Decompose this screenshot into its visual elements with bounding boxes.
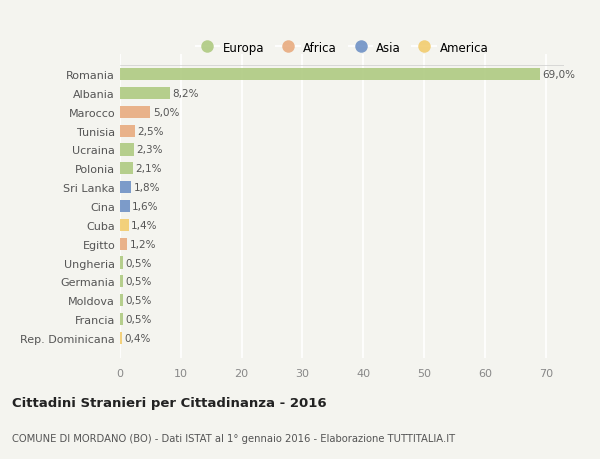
Text: 1,4%: 1,4% <box>131 220 157 230</box>
Bar <box>120 144 134 156</box>
Text: 2,1%: 2,1% <box>135 164 162 174</box>
Text: 5,0%: 5,0% <box>153 107 179 118</box>
Bar <box>120 332 122 344</box>
Text: 8,2%: 8,2% <box>172 89 199 99</box>
Legend: Europa, Africa, Asia, America: Europa, Africa, Asia, America <box>191 37 493 59</box>
Bar <box>120 163 133 175</box>
Text: 1,8%: 1,8% <box>133 183 160 193</box>
Text: 2,3%: 2,3% <box>136 145 163 155</box>
Bar <box>120 276 123 288</box>
Bar <box>120 313 123 325</box>
Text: 0,5%: 0,5% <box>125 277 152 287</box>
Text: Cittadini Stranieri per Cittadinanza - 2016: Cittadini Stranieri per Cittadinanza - 2… <box>12 396 326 409</box>
Bar <box>120 106 151 119</box>
Text: 0,5%: 0,5% <box>125 258 152 268</box>
Bar <box>120 125 135 137</box>
Text: 1,6%: 1,6% <box>132 202 158 212</box>
Text: 0,5%: 0,5% <box>125 296 152 306</box>
Text: 0,5%: 0,5% <box>125 314 152 325</box>
Bar <box>120 201 130 213</box>
Text: 2,5%: 2,5% <box>137 126 164 136</box>
Text: 1,2%: 1,2% <box>130 239 156 249</box>
Text: 0,4%: 0,4% <box>125 333 151 343</box>
Bar <box>120 69 539 81</box>
Text: COMUNE DI MORDANO (BO) - Dati ISTAT al 1° gennaio 2016 - Elaborazione TUTTITALIA: COMUNE DI MORDANO (BO) - Dati ISTAT al 1… <box>12 433 455 442</box>
Text: 69,0%: 69,0% <box>542 70 575 80</box>
Bar <box>120 238 127 250</box>
Bar <box>120 257 123 269</box>
Bar <box>120 219 128 231</box>
Bar <box>120 88 170 100</box>
Bar <box>120 182 131 194</box>
Bar <box>120 294 123 307</box>
